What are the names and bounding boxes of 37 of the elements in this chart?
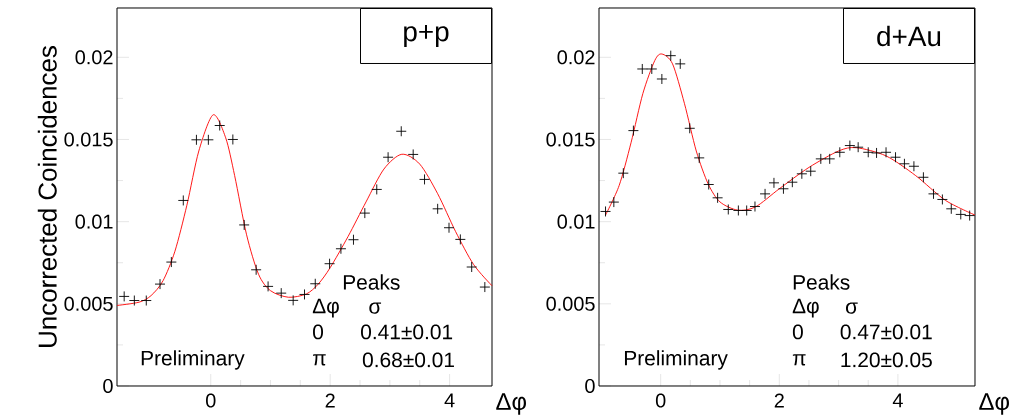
annotation: 1.20±0.05 [841, 352, 932, 368]
y-tick-label: 0.015 [546, 132, 595, 147]
annotation: Δφ [312, 298, 339, 318]
x-tick-label: 2 [325, 393, 335, 408]
annotation: 0.47±0.01 [840, 324, 932, 340]
x-tick-label: 2 [774, 393, 784, 408]
annotation: Preliminary [624, 350, 728, 370]
annotation: Δφ [792, 298, 819, 318]
text: d+Au [877, 25, 941, 47]
x-tick-label: 0 [655, 393, 666, 408]
text: p+p [404, 25, 449, 47]
y-tick-label: 0.01 [75, 214, 113, 229]
annotation: 0 [313, 324, 324, 340]
annotation: Peaks [793, 274, 850, 290]
y-tick-label: 0.02 [557, 50, 595, 65]
x-axis-title: Δφ [979, 393, 1009, 415]
annotation: 0 [792, 324, 803, 340]
y-tick-label: 0 [585, 378, 595, 394]
annotation: Preliminary [141, 350, 245, 370]
annotation: π [792, 354, 806, 366]
annotation: 0.68±0.01 [362, 352, 454, 368]
annotation: σ [845, 302, 858, 314]
x-axis-title: Δφ [496, 393, 526, 415]
annotation: 0.41±0.01 [361, 324, 453, 340]
x-tick-label: 4 [444, 393, 455, 408]
annotation: Peaks [343, 274, 400, 290]
annotation: σ [369, 302, 382, 314]
y-tick-label: 0.005 [64, 296, 113, 311]
y-tick-label: 0.01 [557, 214, 595, 229]
y-tick-label: 0.015 [64, 132, 113, 147]
y-axis-title: Uncorrected Coincidences [37, 46, 57, 347]
x-tick-label: 4 [892, 393, 903, 408]
y-tick-label: 0 [103, 378, 113, 394]
annotation: π [313, 354, 326, 366]
x-tick-label: 0 [206, 393, 216, 408]
y-tick-label: 0.005 [546, 296, 595, 311]
y-tick-label: 0.02 [75, 50, 113, 65]
